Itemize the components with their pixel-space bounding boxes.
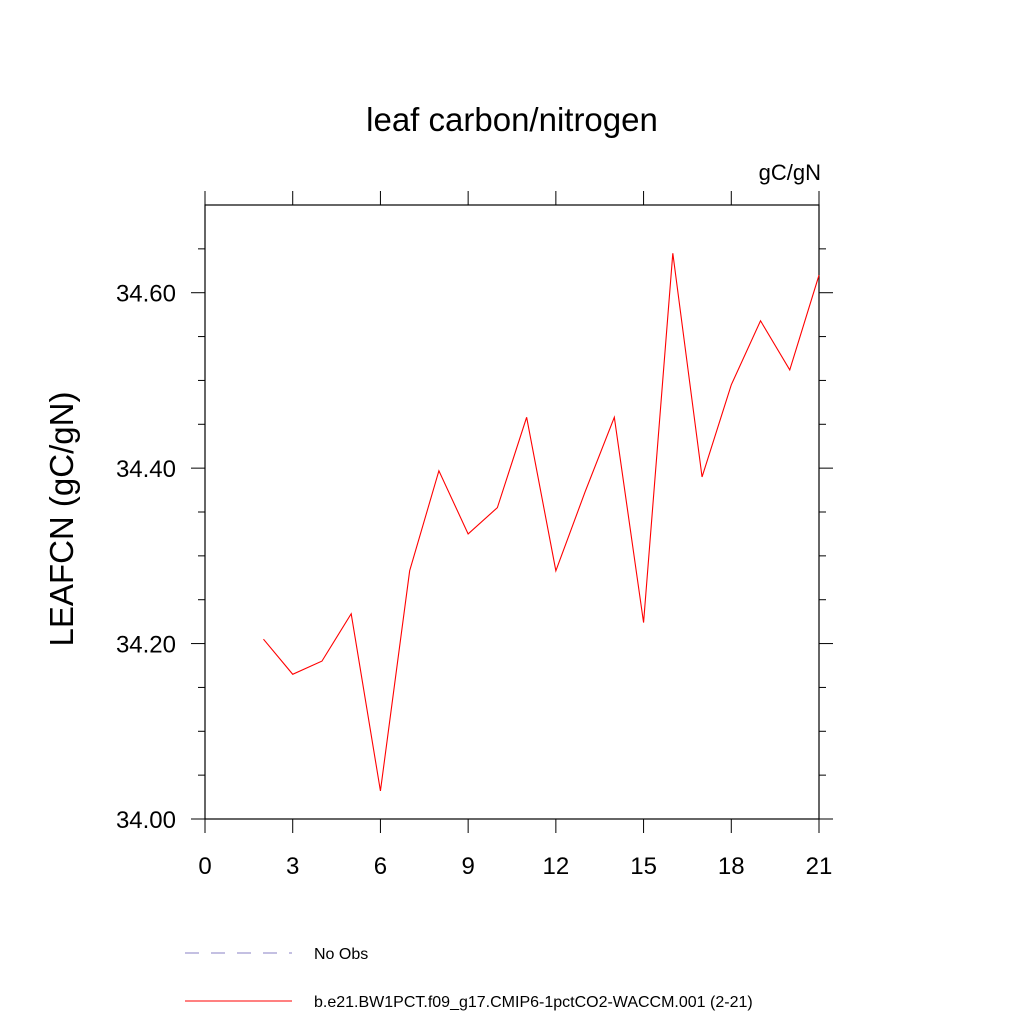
- tick-marks: [191, 191, 833, 833]
- x-tick-label: 3: [286, 853, 299, 880]
- x-tick-label: 21: [806, 853, 833, 880]
- x-tick-label: 15: [630, 853, 657, 880]
- plot-frame: [204, 204, 820, 820]
- y-tick-label: 34.40: [116, 456, 176, 483]
- x-tick-label: 12: [543, 853, 570, 880]
- x-tick-label: 18: [718, 853, 745, 880]
- x-tick-label: 0: [198, 853, 211, 880]
- x-tick-label: 9: [461, 853, 474, 880]
- legend-label-no-obs: No Obs: [314, 946, 368, 963]
- legend: No Obs b.e21.BW1PCT.f09_g17.CMIP6-1pctCO…: [185, 946, 753, 1011]
- y-tick-label: 34.00: [116, 807, 176, 834]
- x-tick-label: 6: [374, 853, 387, 880]
- y-tick-label: 34.20: [116, 632, 176, 659]
- chart-title: leaf carbon/nitrogen: [366, 101, 658, 138]
- units-label: gC/gN: [759, 160, 821, 185]
- series-line-0: [263, 253, 820, 792]
- y-axis-label: LEAFCN (gC/gN): [43, 392, 80, 647]
- y-tick-label: 34.60: [116, 281, 176, 308]
- legend-label-model-run: b.e21.BW1PCT.f09_g17.CMIP6-1pctCO2-WACCM…: [314, 994, 753, 1011]
- tick-labels: 0 3 6 9 12 15 18 21 34.00 34.20 34.40 34.60: [116, 281, 832, 880]
- data-series: [263, 253, 820, 792]
